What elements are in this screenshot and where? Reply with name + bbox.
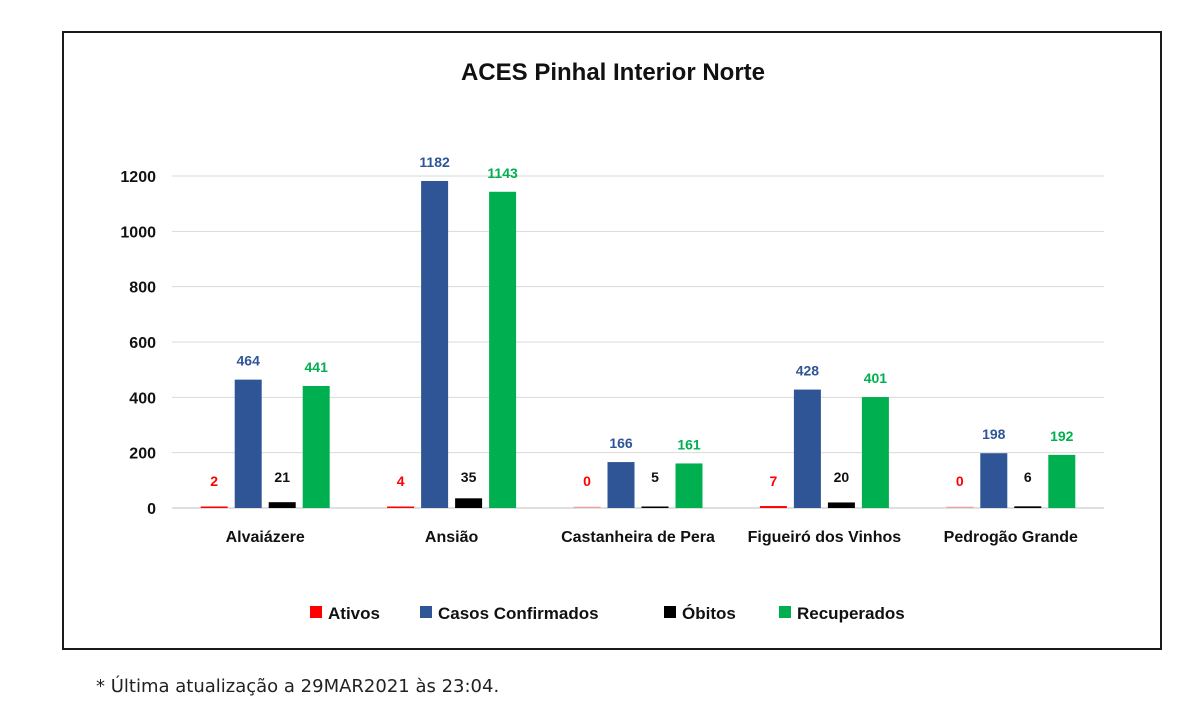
- bar-recuperados: [1048, 454, 1076, 508]
- y-axis-ticks: 0 200 400 600 800 1000 1200: [120, 169, 156, 518]
- bar-óbitos: [455, 498, 483, 508]
- y-tick-label: 600: [129, 335, 156, 352]
- legend-label: Óbitos: [682, 604, 736, 623]
- y-tick-label: 0: [147, 501, 156, 518]
- legend-swatch: [779, 606, 791, 618]
- bar-ativos: [200, 506, 228, 508]
- bar-casos-confirmados: [421, 180, 449, 509]
- legend-label: Casos Confirmados: [438, 604, 599, 623]
- data-label: 21: [274, 469, 290, 485]
- bar-óbitos: [641, 506, 669, 508]
- bar-casos-confirmados: [234, 379, 262, 508]
- chart-title: ACES Pinhal Interior Norte: [461, 59, 765, 86]
- legend-swatch: [420, 606, 432, 618]
- bar-óbitos: [1014, 506, 1042, 508]
- bar-recuperados: [675, 463, 703, 508]
- data-label: 0: [956, 473, 964, 489]
- data-labels: 2 464 21 441 4 1182 35 1143 0 166 5 161 7 428 20 401 0 19…: [210, 154, 1073, 489]
- y-tick-label: 800: [129, 280, 156, 297]
- y-tick-label: 400: [129, 390, 156, 407]
- footnote: * Última atualização a 29MAR2021 às 23:0…: [96, 676, 500, 697]
- bar-recuperados: [489, 191, 517, 508]
- data-label: 20: [834, 469, 850, 485]
- data-label: 35: [461, 469, 477, 485]
- data-label: 161: [677, 436, 701, 452]
- data-label: 428: [796, 363, 820, 379]
- y-tick-label: 1200: [120, 169, 156, 186]
- category-label: Pedrogão Grande: [944, 529, 1078, 546]
- data-label: 4: [397, 473, 405, 489]
- data-label: 1182: [419, 154, 450, 170]
- data-label: 441: [305, 359, 329, 375]
- data-label: 6: [1024, 469, 1032, 485]
- bars: [200, 180, 1076, 509]
- bar-recuperados: [861, 397, 889, 508]
- bar-ativos: [573, 506, 601, 508]
- bar-recuperados: [302, 385, 330, 508]
- bar-casos-confirmados: [980, 453, 1008, 508]
- data-label: 7: [770, 473, 778, 489]
- y-tick-label: 1000: [120, 224, 156, 241]
- bar-ativos: [946, 506, 974, 508]
- data-label: 166: [609, 435, 633, 451]
- bar-ativos: [387, 506, 415, 508]
- category-label: Figueiró dos Vinhos: [748, 529, 902, 546]
- data-label: 0: [583, 473, 591, 489]
- category-label: Ansião: [425, 529, 479, 546]
- data-label: 198: [982, 426, 1006, 442]
- legend-label: Recuperados: [797, 604, 905, 623]
- data-label: 5: [651, 469, 659, 485]
- data-label: 401: [864, 370, 888, 386]
- bar-óbitos: [827, 502, 855, 508]
- chart-frame: [62, 31, 1162, 650]
- category-labels: Alvaiázere Ansião Castanheira de Pera Figue…: [226, 529, 1078, 546]
- data-label: 1143: [487, 165, 518, 181]
- legend-label: Ativos: [328, 604, 380, 623]
- legend-swatch: [310, 606, 322, 618]
- bar-casos-confirmados: [793, 389, 821, 508]
- data-label: 2: [210, 473, 218, 489]
- bar-óbitos: [268, 502, 296, 508]
- bar-ativos: [759, 506, 787, 508]
- category-label: Alvaiázere: [226, 529, 305, 546]
- data-label: 192: [1050, 428, 1074, 444]
- bar-casos-confirmados: [607, 462, 635, 508]
- legend-swatch: [664, 606, 676, 618]
- legend: Ativos Casos Confirmados Óbitos Recuperados: [310, 604, 905, 623]
- category-label: Castanheira de Pera: [561, 529, 715, 546]
- y-tick-label: 200: [129, 446, 156, 463]
- data-label: 464: [237, 353, 261, 369]
